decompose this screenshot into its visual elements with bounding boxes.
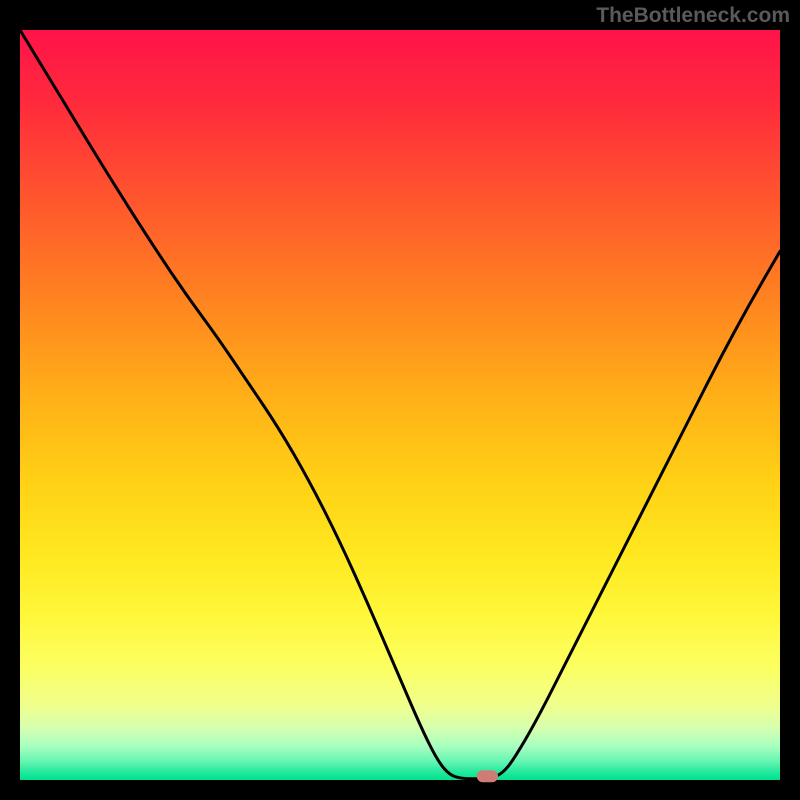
optimal-marker xyxy=(477,770,498,782)
plot-background xyxy=(20,30,780,780)
watermark-text: TheBottleneck.com xyxy=(596,4,790,28)
chart-frame: TheBottleneck.com xyxy=(0,0,800,800)
bottleneck-chart xyxy=(0,0,800,800)
